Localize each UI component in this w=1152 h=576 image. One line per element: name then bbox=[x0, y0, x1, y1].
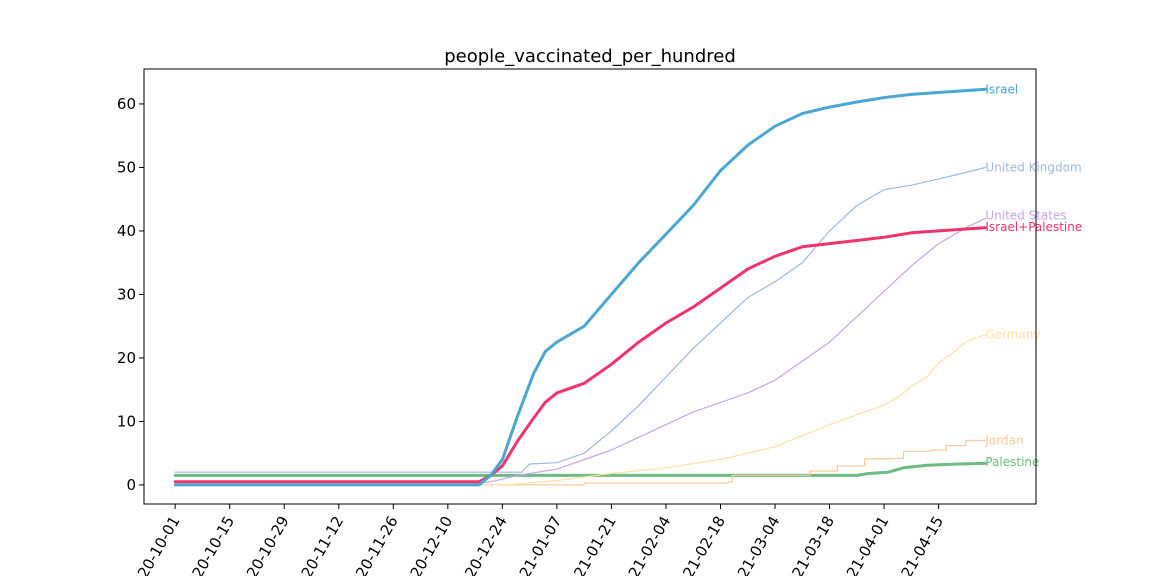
series-line-germany bbox=[174, 333, 986, 486]
x-tick-label: 2021-01-07 bbox=[506, 513, 565, 576]
series-line-israel-palestine bbox=[173, 226, 987, 484]
series-line-israel bbox=[173, 87, 987, 487]
x-axis: 2020-10-012020-10-152020-10-292020-11-12… bbox=[124, 504, 947, 576]
x-tick-label: 2021-01-21 bbox=[561, 513, 620, 576]
x-tick-label: 2021-02-18 bbox=[670, 513, 729, 576]
series-label: United Kingdom bbox=[985, 160, 1081, 174]
y-axis: 0 10 20 30 40 50 60 bbox=[117, 95, 144, 494]
y-tick-label: 50 bbox=[117, 158, 136, 176]
x-tick-label: 2020-12-10 bbox=[397, 513, 456, 576]
series-label: Israel+Palestine bbox=[985, 220, 1082, 234]
series-layer bbox=[173, 87, 987, 487]
x-tick-label: 2020-10-29 bbox=[234, 513, 293, 576]
x-tick-label: 2020-11-26 bbox=[343, 513, 402, 576]
y-tick-label: 20 bbox=[117, 349, 136, 367]
y-tick-label: 0 bbox=[126, 476, 136, 494]
series-line-palestine bbox=[173, 461, 987, 477]
y-tick-label: 10 bbox=[117, 412, 136, 430]
x-tick-label: 2021-04-01 bbox=[833, 513, 892, 576]
x-tick-label: 2021-03-18 bbox=[779, 513, 838, 576]
series-labels: Israel United Kingdom United StatesIsrael+… bbox=[984, 82, 1082, 469]
x-tick-label: 2021-02-04 bbox=[615, 513, 674, 576]
series-line-jordan bbox=[174, 439, 986, 486]
series-line-united-states bbox=[174, 217, 986, 486]
y-tick-label: 60 bbox=[117, 95, 136, 113]
y-tick-label: 30 bbox=[117, 285, 136, 303]
x-tick-label: 2020-11-12 bbox=[288, 513, 347, 576]
chart-title: people_vaccinated_per_hundred bbox=[444, 46, 736, 67]
x-tick-label: 2020-12-24 bbox=[452, 513, 511, 576]
series-label: Jordan bbox=[984, 433, 1023, 447]
series-label: Palestine bbox=[985, 455, 1039, 469]
series-label: Israel bbox=[985, 82, 1018, 96]
x-tick-label: 2021-03-04 bbox=[724, 513, 783, 576]
x-tick-label: 2020-10-15 bbox=[179, 513, 238, 576]
x-tick-label: 2020-10-01 bbox=[124, 513, 183, 576]
y-tick-label: 40 bbox=[117, 222, 136, 240]
series-label: Germany bbox=[985, 327, 1040, 341]
x-tick-label: 2021-04-15 bbox=[888, 513, 947, 576]
series-line-united-kingdom bbox=[174, 166, 986, 473]
series-label: United States bbox=[985, 209, 1066, 223]
plot-frame bbox=[143, 68, 1037, 505]
